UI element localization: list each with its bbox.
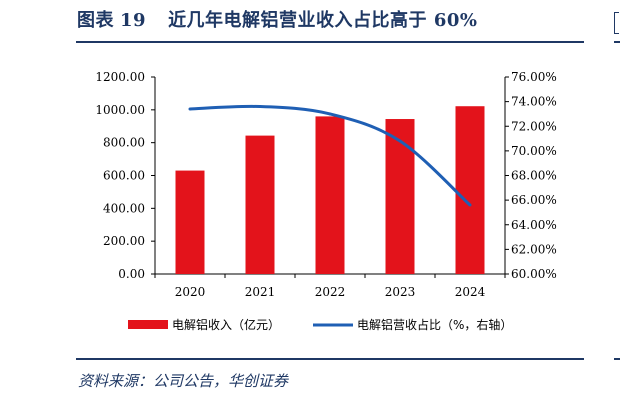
right-tick-label: 68.00% — [511, 169, 557, 183]
next-figure-marker — [614, 12, 619, 34]
next-column-divider-bottom — [614, 358, 620, 360]
right-tick-label: 66.00% — [511, 193, 557, 207]
left-tick-label: 0.00 — [118, 267, 145, 281]
right-tick-label: 70.00% — [511, 144, 557, 158]
right-tick-label: 74.00% — [511, 95, 557, 109]
bar — [175, 170, 205, 274]
line-point — [328, 112, 332, 116]
figure-title: 图表 19 近几年电解铝营业收入占比高于 60% — [77, 6, 477, 32]
x-tick-label: 2021 — [245, 285, 276, 299]
bar — [315, 116, 345, 275]
legend-bar-label: 电解铝收入（亿元） — [172, 317, 280, 332]
chart-legend: 电解铝收入（亿元） 电解铝营收占比（%，右轴） — [128, 317, 512, 332]
bar — [385, 119, 415, 274]
line-series — [188, 104, 472, 207]
right-tick-label: 60.00% — [511, 267, 557, 281]
chart-axes: 0.00 200.00 400.00 600.00 800.00 1000.00 1200.… — [95, 70, 556, 299]
line-point — [258, 105, 262, 109]
left-tick-label: 600.00 — [103, 169, 145, 183]
source-note: 资料来源：公司公告，华创证券 — [78, 372, 289, 390]
line-point — [188, 107, 192, 111]
figure-number: 19 — [120, 10, 147, 31]
legend-bar-swatch — [128, 320, 168, 329]
right-tick-label: 64.00% — [511, 218, 557, 232]
line-point — [398, 139, 402, 143]
left-tick-label: 200.00 — [103, 234, 145, 248]
left-tick-label: 800.00 — [103, 136, 145, 150]
right-tick-label: 62.00% — [511, 242, 557, 256]
source-divider — [76, 358, 584, 360]
figure-label: 图表 — [77, 10, 114, 31]
left-tick-label: 1200.00 — [95, 70, 145, 84]
x-tick-label: 2024 — [455, 285, 486, 299]
bar-series — [175, 106, 485, 275]
bar — [245, 135, 275, 274]
title-divider — [76, 41, 584, 43]
right-tick-label: 72.00% — [511, 119, 557, 133]
line-point — [468, 203, 472, 207]
x-tick-label: 2020 — [175, 285, 206, 299]
bar — [455, 106, 485, 274]
right-tick-label: 76.00% — [511, 70, 557, 84]
figure-title-text: 近几年电解铝营业收入占比高于 60% — [168, 10, 478, 31]
left-tick-label: 400.00 — [103, 201, 145, 215]
x-tick-label: 2023 — [385, 285, 416, 299]
left-tick-label: 1000.00 — [95, 103, 145, 117]
next-column-divider-top — [614, 41, 620, 43]
x-tick-label: 2022 — [315, 285, 346, 299]
legend-line-label: 电解铝营收占比（%，右轴） — [357, 317, 512, 332]
